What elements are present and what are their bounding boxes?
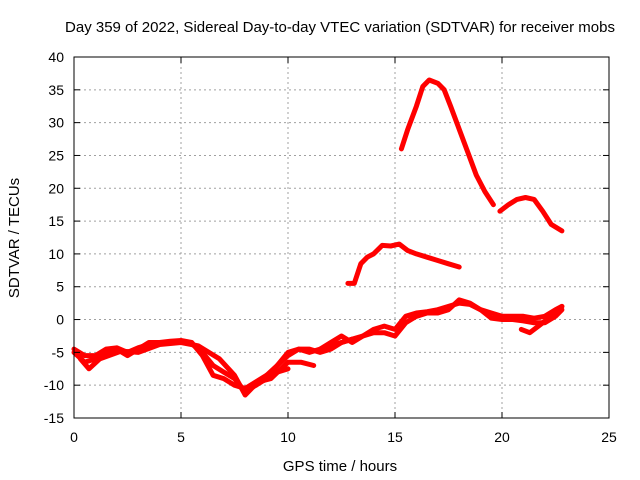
x-tick-label: 25	[601, 429, 617, 445]
y-tick-label: 0	[56, 312, 64, 328]
y-tick-label: -10	[44, 377, 64, 393]
series-track-5	[317, 297, 565, 352]
series-track-8	[345, 241, 462, 286]
y-tick-label: -15	[44, 410, 64, 426]
grid-lines	[74, 57, 609, 418]
y-tick-label: 5	[56, 279, 64, 295]
y-axis-label: SDTVAR / TECUs	[6, 178, 23, 298]
y-tick-label: 35	[48, 82, 64, 98]
chart-title: Day 359 of 2022, Sidereal Day-to-day VTE…	[65, 19, 615, 36]
series-track-6	[398, 77, 496, 208]
series-track-7	[497, 195, 565, 234]
x-axis-label: GPS time / hours	[283, 458, 397, 475]
y-tick-label: 20	[48, 180, 64, 196]
series-track-3	[77, 340, 317, 398]
y-tick-label: 25	[48, 147, 64, 163]
x-tick-label: 0	[70, 429, 78, 445]
x-tick-label: 20	[494, 429, 510, 445]
series-track-9	[518, 303, 565, 336]
x-tick-label: 5	[177, 429, 185, 445]
y-tick-label: 15	[48, 213, 64, 229]
y-tick-label: 30	[48, 115, 64, 131]
series-track-4	[253, 300, 565, 388]
data-series	[71, 77, 565, 398]
plot-frame	[73, 56, 610, 419]
y-tick-label: 40	[48, 49, 64, 65]
y-tick-label: -5	[52, 344, 65, 360]
x-tick-label: 10	[280, 429, 296, 445]
y-tick-label: 10	[48, 246, 64, 262]
axis-ticks: 0 5 10 15 20 25 -15 -10 -5 0 5 10 15 20 25 30 35 40	[44, 49, 617, 445]
x-tick-label: 15	[387, 429, 403, 445]
